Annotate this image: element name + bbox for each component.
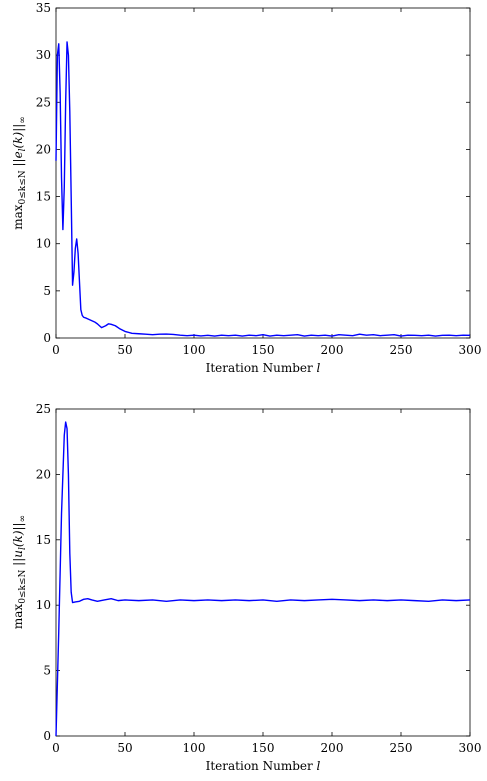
x-tick-label: 200: [321, 741, 344, 755]
input-norm-line: [55, 421, 471, 737]
x-tick-label: 100: [183, 741, 206, 755]
x-axis-label: Iteration Number l: [206, 759, 321, 773]
x-tick-label: 0: [52, 343, 60, 357]
x-tick-label: 300: [459, 343, 482, 357]
input-norm-plot: 0 50 100 150 200 250 300 0 5 10 15 20 25 Iteration …: [11, 402, 481, 773]
x-tick-label: 0: [52, 741, 60, 755]
y-tick-label: 25: [36, 95, 51, 109]
y-tick-label: 35: [36, 1, 51, 15]
x-tick-label: 50: [117, 343, 132, 357]
y-tick-label: 10: [36, 237, 51, 251]
y-tick-label: 10: [36, 598, 51, 612]
y-tick-label: 15: [36, 533, 51, 547]
y-tick-label: 0: [43, 729, 51, 743]
y-tick-label: 25: [36, 402, 51, 416]
error-norm-plot: 0 50 100 150 200 250 300 0 5 10 15 20 25 30 35 Iterat…: [11, 1, 481, 375]
y-tick-labels: 0 5 10 15 20 25: [36, 402, 51, 743]
x-tick-label: 200: [321, 343, 344, 357]
x-tick-label: 300: [459, 741, 482, 755]
y-tick-label: 20: [36, 142, 51, 156]
x-tick-label: 250: [390, 343, 413, 357]
x-tick-label: 250: [390, 741, 413, 755]
y-tick-label: 0: [43, 331, 51, 345]
y-tick-labels: 0 5 10 15 20 25 30 35: [36, 1, 51, 345]
y-tick-label: 5: [43, 284, 51, 298]
x-tick-label: 50: [117, 741, 132, 755]
x-tick-labels: 0 50 100 150 200 250 300: [52, 741, 481, 755]
y-axis-label: max0≤k≤N ||ul(k)||∞: [11, 515, 28, 629]
y-tick-label: 30: [36, 48, 51, 62]
y-tick-label: 15: [36, 190, 51, 204]
y-axis-label: max0≤k≤N ||el(k)||∞: [11, 116, 28, 230]
plot-frame: [55, 7, 471, 339]
x-tick-label: 100: [183, 343, 206, 357]
tick-marks: [55, 7, 471, 339]
y-tick-label: 20: [36, 467, 51, 481]
x-tick-labels: 0 50 100 150 200 250 300: [52, 343, 481, 357]
x-tick-label: 150: [252, 343, 275, 357]
y-tick-label: 5: [43, 664, 51, 678]
x-tick-label: 150: [252, 741, 275, 755]
error-norm-line: [55, 41, 471, 337]
tick-marks: [55, 408, 471, 737]
plot-frame: [55, 408, 471, 737]
x-axis-label: Iteration Number l: [206, 361, 321, 375]
